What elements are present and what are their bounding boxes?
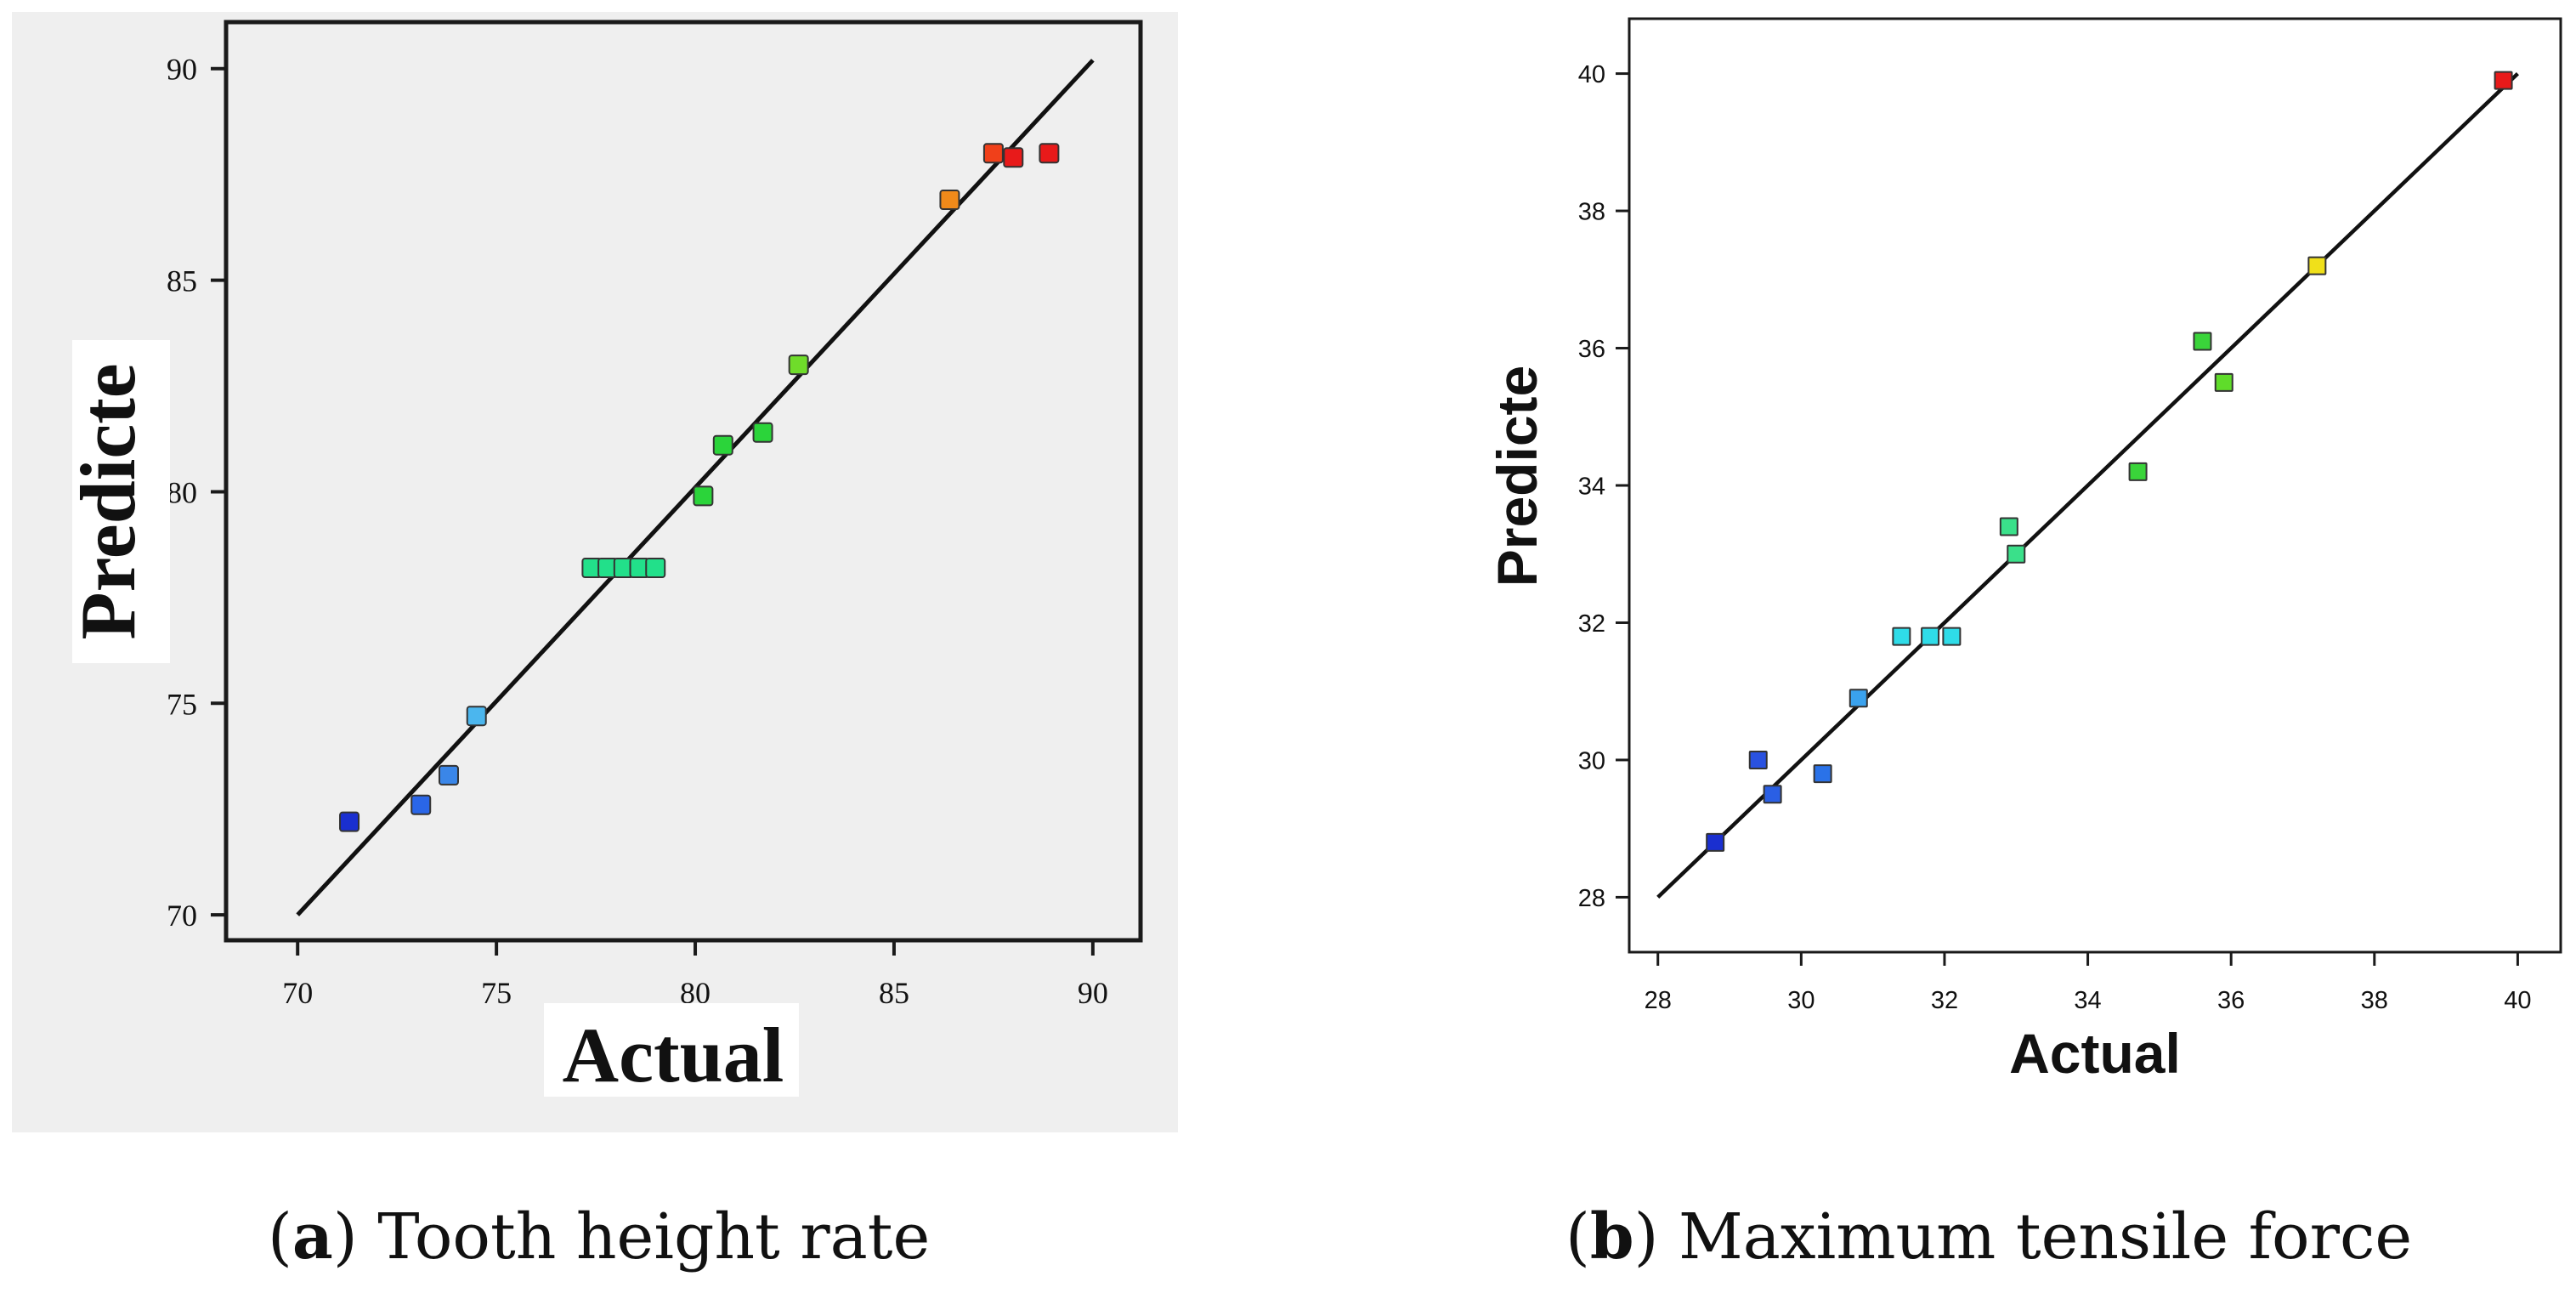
panel-a-data-point xyxy=(752,422,773,443)
panel-a-x-ticks: 70 75 80 85 90 xyxy=(282,940,1108,1010)
panel-b-data-point xyxy=(1848,689,1868,708)
panel-a-data-point xyxy=(410,794,432,815)
panel-b-data-point xyxy=(2494,71,2513,90)
panel-a-ytick-label: 75 xyxy=(167,687,197,721)
panel-b-ytick-label: 36 xyxy=(1578,336,1605,363)
panel-a-xlabel-backdrop xyxy=(544,1003,799,1097)
panel-a-ytick-label: 80 xyxy=(167,475,197,509)
panel-b-xtick-label: 32 xyxy=(1931,987,1958,1014)
panel-b-data-point xyxy=(2128,462,2148,481)
panel-a-data-point xyxy=(712,434,733,456)
panel-a-data-point xyxy=(939,190,960,211)
panel-b: 28 30 32 34 36 38 40 28 30 32 34 36 38 40 Actual Pre… xyxy=(1486,17,2562,1085)
panel-a-ytick-label: 85 xyxy=(167,264,197,298)
panel-b-data-point xyxy=(2193,332,2212,351)
panel-b-points xyxy=(1706,71,2513,852)
panel-a-data-point xyxy=(982,143,1004,164)
panel-a-xtick-label: 85 xyxy=(879,976,909,1010)
panel-a-points xyxy=(339,143,1060,832)
panel-b-data-point xyxy=(1999,517,2018,536)
panel-b-data-point xyxy=(1942,627,1962,646)
caption-b: (b) Maximum tensile force xyxy=(1565,1200,2413,1273)
panel-a-xtick-label: 90 xyxy=(1078,976,1108,1010)
panel-b-data-point xyxy=(1706,832,1725,852)
panel-b-reference-line xyxy=(1656,71,2519,899)
panel-a-data-point xyxy=(693,485,714,507)
panel-a-data-point xyxy=(466,706,487,727)
panel-b-data-point xyxy=(1921,627,1940,646)
panel-b-xtick-label: 38 xyxy=(2361,987,2388,1014)
panel-a-x-axis-label: Actual xyxy=(563,1012,784,1098)
caption-a-letter: a xyxy=(292,1200,333,1273)
panel-a-ytick-label: 90 xyxy=(167,53,197,87)
panel-b-data-point xyxy=(2007,544,2026,564)
panel-a-xtick-label: 70 xyxy=(282,976,313,1010)
panel-a-data-point xyxy=(645,558,666,579)
panel-b-ytick-label: 32 xyxy=(1578,610,1605,638)
panel-a-xtick-label: 75 xyxy=(481,976,512,1010)
caption-b-letter: b xyxy=(1589,1200,1634,1273)
panel-a-data-point xyxy=(1003,147,1024,168)
panel-a-y-axis-label: Predicte xyxy=(65,363,151,639)
caption-a: (a) Tooth height rate xyxy=(268,1200,931,1273)
panel-a-data-point xyxy=(438,764,459,786)
panel-a-y-ticks: 70 75 80 85 90 xyxy=(167,53,226,933)
panel-a-ytick-label: 70 xyxy=(167,899,197,933)
panel-b-xtick-label: 36 xyxy=(2217,987,2245,1014)
panel-b-y-axis-label: Predicte xyxy=(1486,366,1548,587)
panel-b-data-point xyxy=(1813,764,1832,784)
panel-b-xtick-label: 40 xyxy=(2504,987,2531,1014)
panel-b-x-axis-label: Actual xyxy=(2009,1022,2181,1085)
panel-b-xtick-label: 34 xyxy=(2074,987,2101,1014)
panel-a-data-point xyxy=(339,811,360,832)
panel-b-ytick-label: 30 xyxy=(1578,747,1605,774)
caption-a-text: Tooth height rate xyxy=(377,1200,931,1273)
panel-b-ytick-label: 40 xyxy=(1578,61,1605,88)
panel-b-data-point xyxy=(1748,750,1768,769)
panel-b-data-point xyxy=(2214,372,2233,392)
panel-b-xtick-label: 30 xyxy=(1787,987,1815,1014)
panel-a: 70 75 80 85 90 70 75 80 85 90 Actual Predicte xyxy=(12,12,1178,1132)
panel-b-ytick-label: 34 xyxy=(1578,473,1605,500)
panel-b-x-ticks: 28 30 32 34 36 38 40 xyxy=(1645,952,2532,1014)
panel-b-plot-frame xyxy=(1628,17,2562,954)
panel-b-ytick-label: 38 xyxy=(1578,198,1605,225)
caption-b-text: Maximum tensile force xyxy=(1679,1200,2413,1273)
panel-b-y-ticks: 28 30 32 34 36 38 40 xyxy=(1578,61,1629,912)
panel-b-data-point xyxy=(1892,627,1911,646)
panel-b-xtick-label: 28 xyxy=(1645,987,1672,1014)
panel-b-data-point xyxy=(2307,256,2327,275)
panel-a-ylabel-backdrop xyxy=(72,340,170,663)
panel-a-data-point xyxy=(788,355,809,376)
panel-b-ytick-label: 28 xyxy=(1578,885,1605,912)
panel-b-data-point xyxy=(1763,785,1782,804)
panel-a-data-point xyxy=(1039,143,1060,164)
